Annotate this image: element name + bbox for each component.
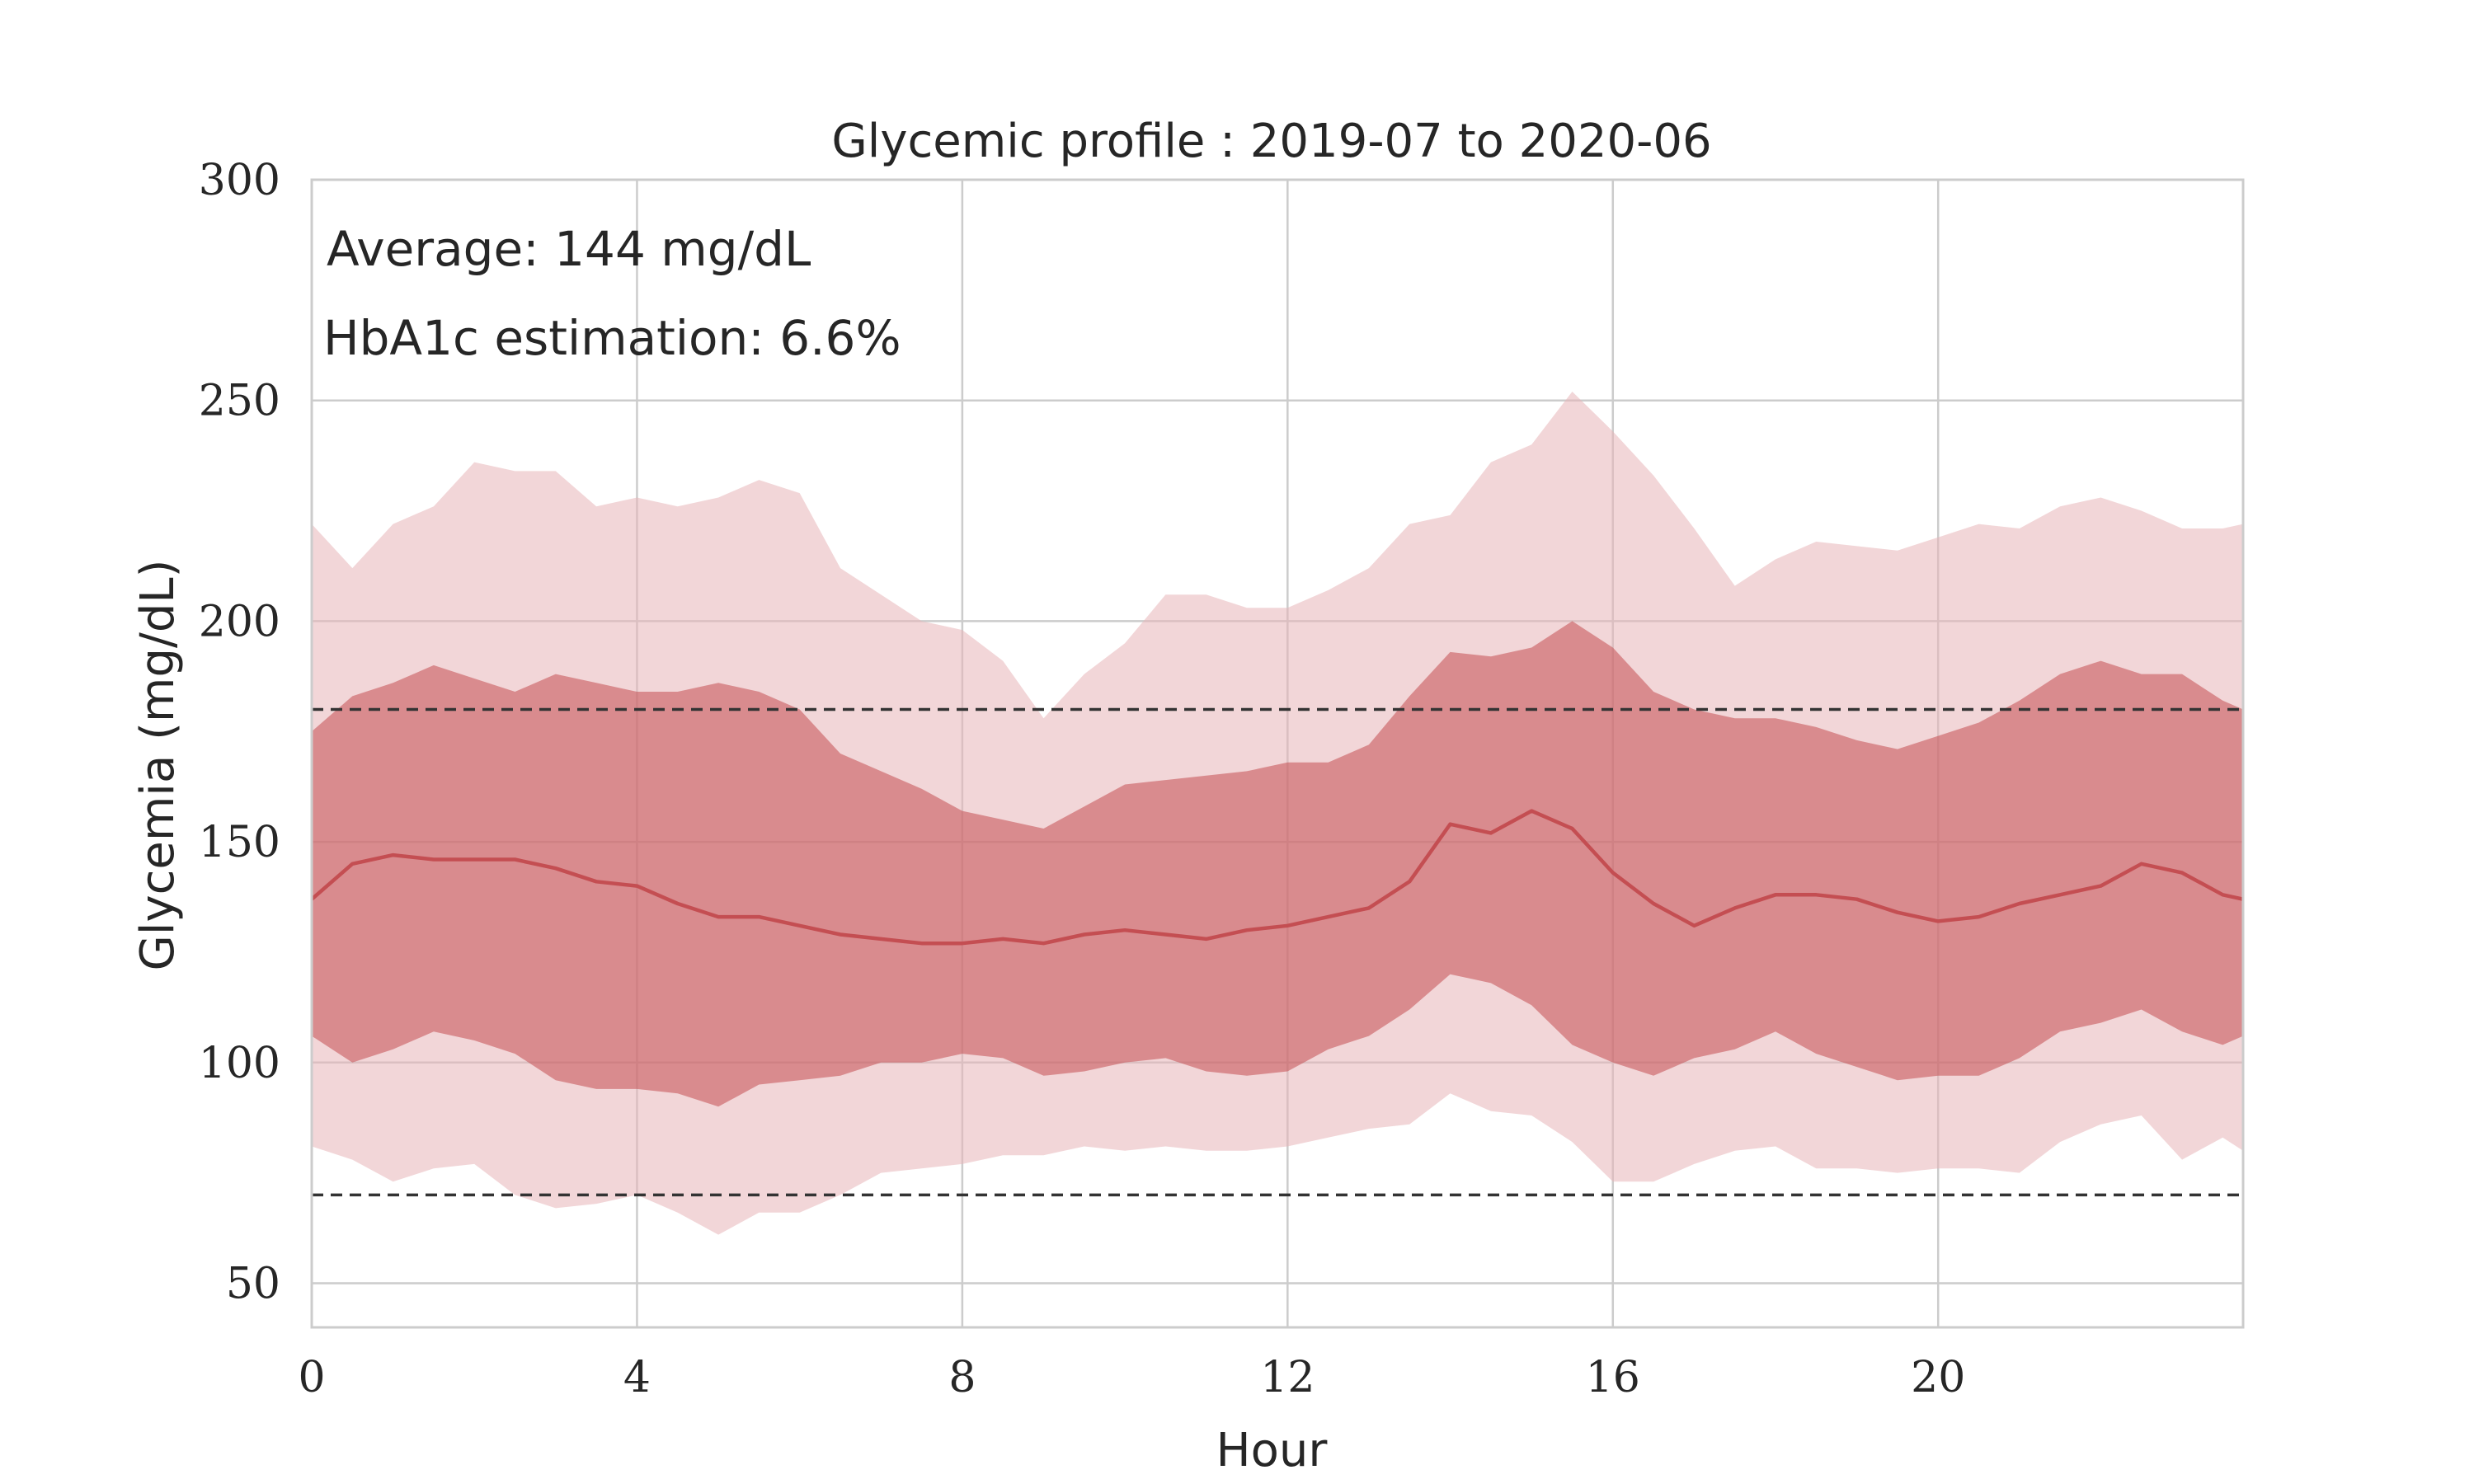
x-tick-label: 12 (1260, 1353, 1315, 1402)
y-tick-label: 200 (199, 597, 280, 646)
x-tick-label: 8 (948, 1353, 976, 1402)
x-tick-label: 4 (623, 1353, 651, 1402)
chart-title: Glycemic profile : 2019-07 to 2020-06 (831, 115, 1711, 168)
tick-labels: 0 4 8 12 16 20 50 100 150 200 250 300 (199, 156, 1966, 1402)
y-tick-label: 300 (199, 156, 280, 205)
x-axis-label: Hour (1216, 1424, 1329, 1477)
x-tick-label: 20 (1911, 1353, 1965, 1402)
average-annotation: Average: 144 mg/dL (327, 221, 811, 277)
y-tick-label: 100 (199, 1039, 280, 1088)
x-tick-label: 0 (298, 1353, 325, 1402)
y-tick-label: 250 (199, 377, 280, 426)
plot-frame (310, 178, 2245, 1329)
hba1c-annotation: HbA1c estimation: 6.6% (323, 310, 901, 366)
y-tick-label: 50 (226, 1259, 280, 1308)
y-axis-label: Glycemia (mg/dL) (131, 560, 185, 971)
p25-p75-band (312, 621, 2243, 1107)
y-tick-label: 150 (199, 818, 280, 867)
median-line-group (310, 809, 2244, 946)
x-tick-label: 16 (1586, 1353, 1640, 1402)
percentile-bands (312, 392, 2243, 1235)
median-line (310, 809, 2244, 946)
